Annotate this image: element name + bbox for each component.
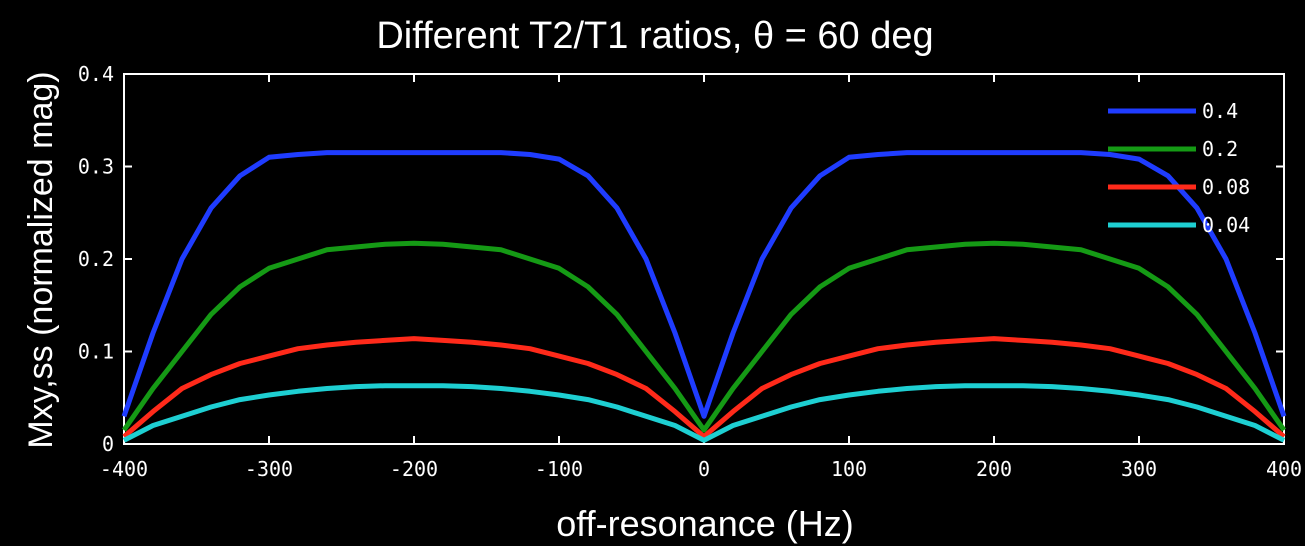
y-tick-label: 0 bbox=[102, 432, 114, 456]
y-tick-label: 0.2 bbox=[78, 247, 114, 271]
legend: 0.4 0.2 0.08 0.04 bbox=[1108, 99, 1250, 237]
x-tick-label: -300 bbox=[245, 457, 293, 481]
series-group bbox=[121, 150, 1287, 443]
series-line-0.08 bbox=[122, 336, 1286, 440]
x-tick-label: 400 bbox=[1266, 457, 1302, 481]
legend-label: 0.08 bbox=[1202, 175, 1250, 199]
x-tick-label: -200 bbox=[390, 457, 438, 481]
series-line-0.4 bbox=[121, 150, 1287, 419]
legend-label: 0.4 bbox=[1202, 99, 1238, 123]
legend-label: 0.2 bbox=[1202, 137, 1238, 161]
series-line-0.2 bbox=[121, 240, 1287, 433]
x-tick-label: 200 bbox=[976, 457, 1012, 481]
axis-ticks: -400 -300 -200 -100 0 100 200 300 400 0 0.1 0.2 0.3 0… bbox=[78, 62, 1302, 481]
series-line-0.04 bbox=[122, 383, 1286, 443]
y-tick-label: 0.3 bbox=[78, 155, 114, 179]
y-axis-label: Mxy,ss (normalized mag) bbox=[22, 71, 60, 448]
y-tick-label: 0.4 bbox=[78, 62, 114, 86]
x-tick-label: 0 bbox=[698, 457, 710, 481]
x-tick-label: 300 bbox=[1121, 457, 1157, 481]
x-axis-label: off-resonance (Hz) bbox=[556, 503, 853, 544]
y-tick-label: 0.1 bbox=[78, 340, 114, 364]
legend-label: 0.04 bbox=[1202, 213, 1250, 237]
x-tick-label: 100 bbox=[831, 457, 867, 481]
chart-title: Different T2/T1 ratios, θ = 60 deg bbox=[376, 15, 933, 57]
x-tick-label: -100 bbox=[535, 457, 583, 481]
x-tick-label: -400 bbox=[100, 457, 148, 481]
